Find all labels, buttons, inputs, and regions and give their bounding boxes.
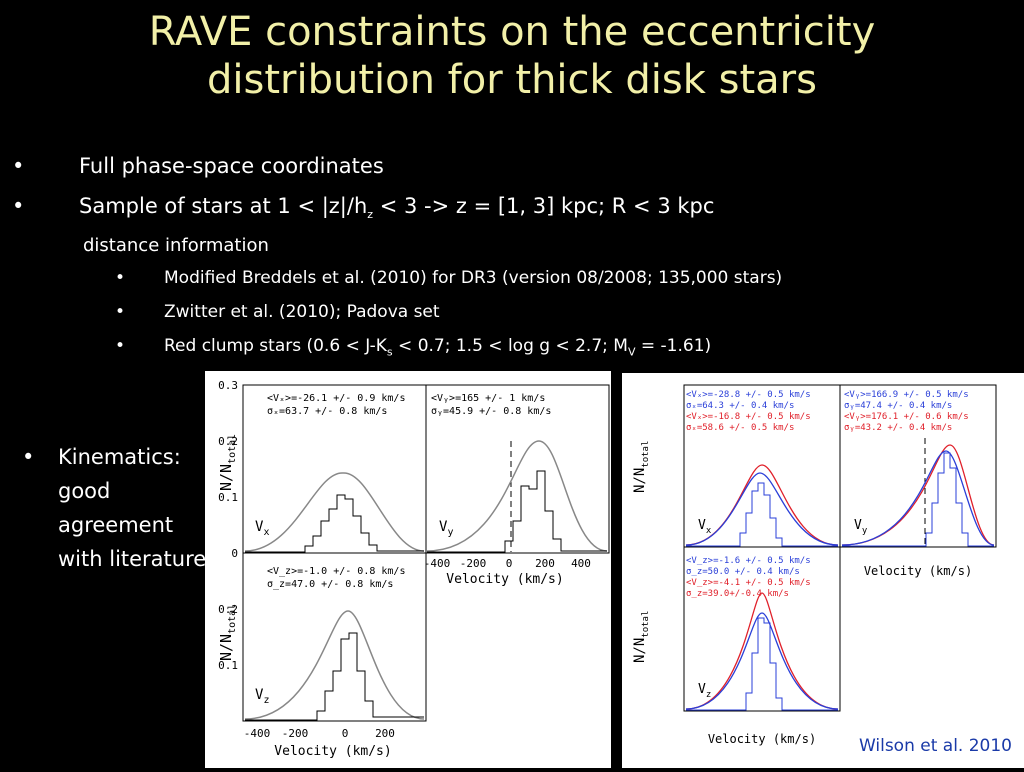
vz-mean: <V_z>=-1.0 +/- 0.8 km/s	[267, 566, 405, 577]
svg-text:-200: -200	[282, 727, 309, 740]
vz-blue-histogram	[686, 617, 838, 711]
figure-wilson-velocity-distributions: N/Ntotal N/Ntotal <Vₓ>=-28.8 +/- 0.5 km/…	[622, 373, 1024, 768]
figure-rave-velocity-distributions: N/Ntotal N/Ntotal 0 0.1 0.2 0.3 0.1 0.2 …	[205, 371, 611, 768]
vy-blue-sigma: σᵧ=47.4 +/- 0.4 km/s	[844, 401, 952, 411]
vy-mean: <Vᵧ>=165 +/- 1 km/s	[431, 393, 545, 404]
vy-blue-histogram	[842, 452, 994, 547]
ylabel-bottom: N/Ntotal	[632, 611, 651, 663]
vx-sigma: σₓ=63.7 +/- 0.8 km/s	[267, 406, 387, 417]
svg-text:0.2: 0.2	[218, 435, 238, 448]
rave-histogram-figure: N/Ntotal N/Ntotal 0 0.1 0.2 0.3 0.1 0.2 …	[217, 379, 610, 759]
bullet-kinematics: • Kinematics: good agreement with litera…	[22, 445, 207, 571]
vy-blue-mean: <Vᵧ>=166.9 +/- 0.5 km/s	[844, 390, 969, 400]
yticks-left: 0 0.1 0.2 0.3 0.1 0.2	[218, 379, 238, 672]
vx-gaussian	[244, 472, 425, 552]
vx-label: Vx	[698, 518, 712, 536]
vz-histogram	[245, 632, 424, 721]
vy-label: Vy	[854, 518, 868, 536]
panel-vz-frame	[683, 546, 841, 712]
svg-text:-400: -400	[244, 727, 271, 740]
svg-text:0.1: 0.1	[218, 491, 238, 504]
vx-histogram	[245, 494, 424, 553]
title-line-1: RAVE constraints on the eccentricity	[148, 9, 876, 55]
svg-text:0: 0	[506, 557, 513, 570]
wilson-histogram-figure: N/Ntotal N/Ntotal <Vₓ>=-28.8 +/- 0.5 km/…	[632, 384, 997, 746]
vy-sigma: σᵧ=45.9 +/- 0.8 km/s	[431, 406, 551, 417]
vz-label: Vz	[698, 682, 711, 700]
vx-red-mean: <Vₓ>=-16.8 +/- 0.5 km/s	[686, 412, 811, 422]
vz-red-gaussian	[685, 592, 839, 710]
svg-text:0: 0	[342, 727, 349, 740]
vx-red-sigma: σₓ=58.6 +/- 0.5 km/s	[686, 423, 794, 433]
vy-gaussian	[426, 440, 608, 552]
slide-title: RAVE constraints on the eccentricity dis…	[0, 8, 1024, 104]
xticks-bottom-panel: -400 -200 0 200	[244, 727, 395, 740]
svg-text:400: 400	[571, 557, 591, 570]
svg-text:200: 200	[375, 727, 395, 740]
ylabel-top: N/Ntotal	[217, 434, 238, 491]
bullet-dot: •	[22, 445, 35, 469]
vz-red-mean: <V_z>=-4.1 +/- 0.5 km/s	[686, 578, 811, 588]
svg-text:0.2: 0.2	[218, 603, 238, 616]
vx-blue-gaussian	[685, 472, 839, 546]
svg-text:200: 200	[535, 557, 555, 570]
vz-sigma: σ_z=47.0 +/- 0.8 km/s	[267, 579, 393, 590]
vy-label: Vy	[439, 519, 453, 538]
xlabel-bottom: Velocity (km/s)	[274, 744, 391, 759]
citation: Wilson et al. 2010	[858, 736, 1012, 756]
vx-mean: <Vₓ>=-26.1 +/- 0.9 km/s	[267, 393, 405, 404]
panel-vz-frame	[242, 552, 427, 722]
ylabel-top: N/Ntotal	[632, 441, 651, 493]
svg-text:-400: -400	[424, 557, 451, 570]
panel-vy-frame	[425, 384, 610, 554]
bullet-sample-continued: distance information	[83, 235, 269, 256]
vy-histogram	[427, 470, 607, 553]
title-line-2: distribution for thick disk stars	[207, 57, 817, 103]
ylabel-bottom: N/Ntotal	[217, 604, 238, 661]
vx-blue-mean: <Vₓ>=-28.8 +/- 0.5 km/s	[686, 390, 811, 400]
vy-red-mean: <Vᵧ>=176.1 +/- 0.6 km/s	[844, 412, 969, 422]
xlabel-right: Velocity (km/s)	[446, 572, 563, 587]
vz-blue-sigma: σ_z=50.0 +/- 0.4 km/s	[686, 567, 800, 577]
bullet-dot: •	[12, 194, 25, 218]
vx-blue-histogram	[686, 482, 838, 547]
svg-text:0: 0	[231, 547, 238, 560]
svg-text:0.1: 0.1	[218, 659, 238, 672]
vz-blue-mean: <V_z>=-1.6 +/- 0.5 km/s	[686, 556, 811, 566]
svg-text:0.3: 0.3	[218, 379, 238, 392]
vx-blue-sigma: σₓ=64.3 +/- 0.4 km/s	[686, 401, 794, 411]
vz-label: Vz	[255, 687, 269, 706]
vz-blue-gaussian	[685, 612, 839, 710]
svg-text:-200: -200	[460, 557, 487, 570]
vy-red-sigma: σᵧ=43.2 +/- 0.4 km/s	[844, 423, 952, 433]
xticks-right-panel: -400 -200 0 200 400	[424, 557, 591, 570]
vz-red-sigma: σ_z=39.0+/-0.4 km/s	[686, 589, 789, 599]
xlabel-right: Velocity (km/s)	[864, 564, 972, 578]
panel-vy-frame	[839, 384, 997, 548]
vz-gaussian	[244, 610, 425, 720]
xlabel-bottom: Velocity (km/s)	[708, 732, 816, 746]
vy-blue-gaussian	[841, 450, 995, 546]
bullet-dot: •	[12, 154, 25, 178]
vx-label: Vx	[255, 519, 269, 538]
